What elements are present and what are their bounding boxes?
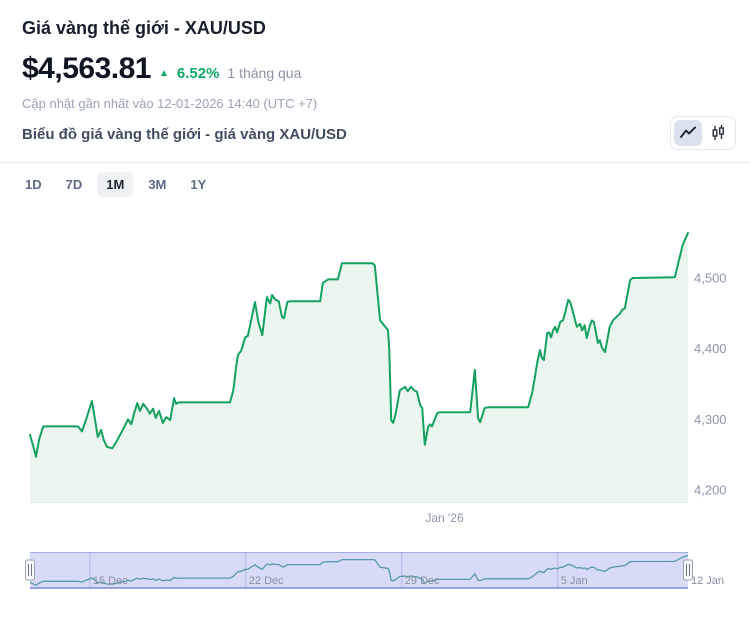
y-axis-label: 4,300 <box>694 412 727 427</box>
chart-area: 4,500 4,400 4,300 4,200 Jan '26 15 Dec 22 Dec 2… <box>0 200 750 634</box>
navigator-date-label: 22 Dec <box>249 575 284 587</box>
price-up-arrow-icon: ▲ <box>158 68 169 79</box>
change-percent: 6.52% <box>176 65 220 82</box>
y-axis-label: 4,400 <box>694 341 727 356</box>
navigator-selected-mask[interactable] <box>30 552 688 588</box>
line-chart-toggle-button[interactable] <box>674 120 702 146</box>
range-button-3m[interactable]: 3M <box>139 172 175 197</box>
navigator-handle-right[interactable] <box>683 559 693 581</box>
candlestick-toggle-button[interactable] <box>704 120 732 146</box>
navigator-date-label: 29 Dec <box>405 575 440 587</box>
candlestick-icon <box>712 125 724 140</box>
navigator-handle-left[interactable] <box>25 559 35 581</box>
last-updated-text: Cập nhật gần nhất vào 12-01-2026 14:40 (… <box>22 96 318 111</box>
price-area <box>30 232 688 502</box>
line-chart-icon <box>680 126 696 138</box>
price-row: $4,563.81 ▲ 6.52% 1 tháng qua <box>22 52 301 86</box>
x-axis-label: Jan '26 <box>425 511 464 525</box>
range-button-1y[interactable]: 1Y <box>181 172 215 197</box>
header-divider <box>0 162 750 163</box>
range-button-row: 1D 7D 1M 3M 1Y <box>16 172 215 197</box>
current-price: $4,563.81 <box>22 52 151 85</box>
page-title: Giá vàng thế giới - XAU/USD <box>22 18 266 38</box>
navigator-date-label: 12 Jan <box>691 575 724 587</box>
price-line <box>29 231 689 458</box>
y-axis-label: 4,200 <box>694 483 727 498</box>
range-button-1m[interactable]: 1M <box>97 172 134 197</box>
y-axis-label: 4,500 <box>694 271 727 286</box>
navigator-date-label: 5 Jan <box>561 575 588 587</box>
navigator-date-label: 15 Dec <box>93 575 128 587</box>
change-period-label: 1 tháng qua <box>227 65 302 81</box>
chart-type-toggle <box>670 116 736 150</box>
navigator-sparkline <box>29 554 689 587</box>
price-chart[interactable]: 4,500 4,400 4,300 4,200 Jan '26 15 Dec 22 Dec 2… <box>0 200 750 634</box>
chart-subtitle: Biểu đồ giá vàng thế giới - giá vàng XAU… <box>22 126 347 143</box>
range-button-7d[interactable]: 7D <box>57 172 92 197</box>
range-button-1d[interactable]: 1D <box>16 172 51 197</box>
